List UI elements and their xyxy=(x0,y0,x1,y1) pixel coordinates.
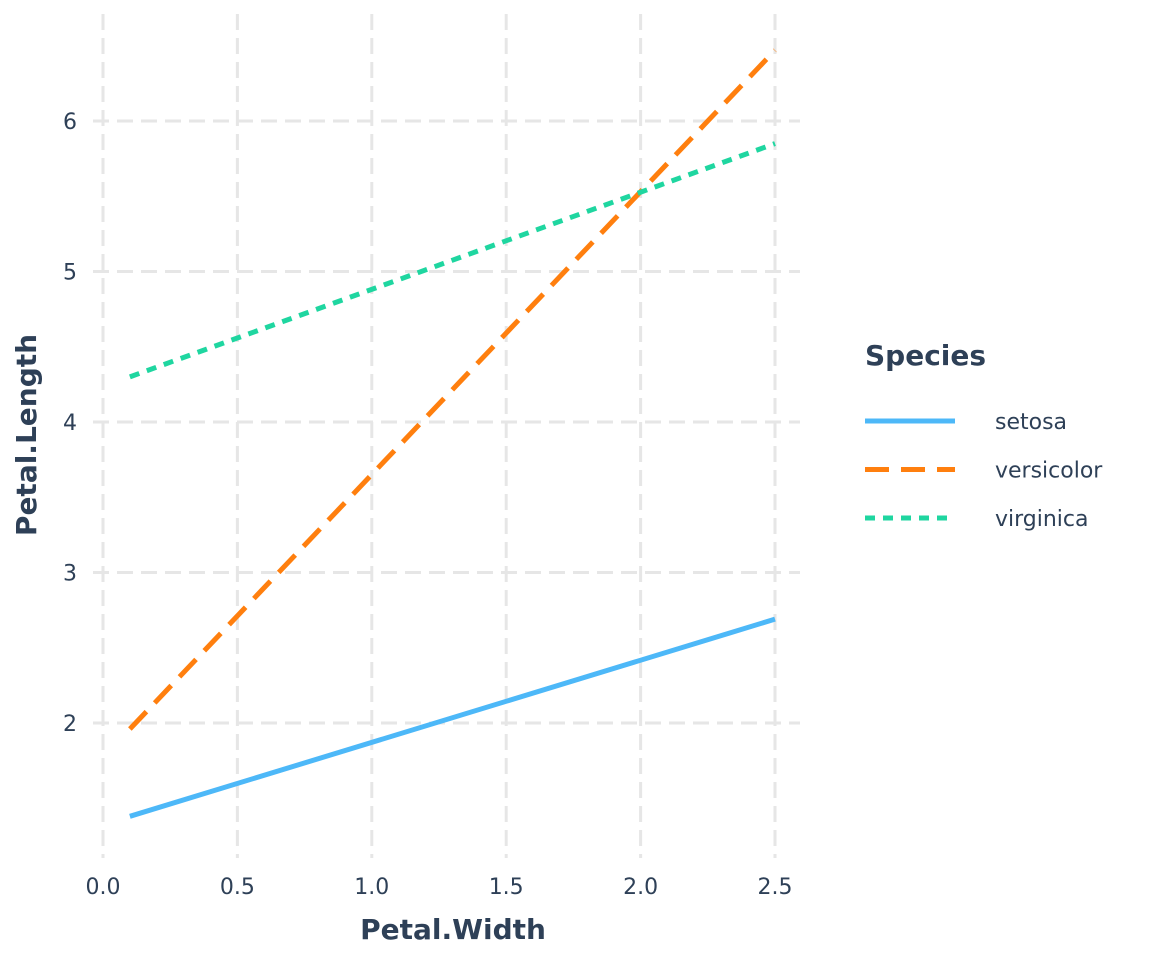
y-axis-title: Petal.Length xyxy=(10,334,43,536)
y-axis-ticks: 2 3 4 5 6 xyxy=(63,110,77,737)
y-tick-label: 6 xyxy=(63,110,77,135)
legend-items: setosa versicolor virginica xyxy=(865,410,1103,532)
grid xyxy=(93,14,800,858)
legend: Species setosa versicolor virginica xyxy=(865,339,1103,532)
y-tick-label: 5 xyxy=(63,261,77,286)
x-tick-label: 2.0 xyxy=(623,875,658,900)
y-tick-label: 3 xyxy=(63,562,77,587)
x-tick-label: 2.5 xyxy=(758,875,793,900)
y-tick-label: 2 xyxy=(63,712,77,737)
legend-item-versicolor: versicolor xyxy=(865,459,1103,484)
x-axis-ticks: 0.0 0.5 1.0 1.5 2.0 2.5 xyxy=(86,875,793,900)
legend-label: setosa xyxy=(995,410,1067,435)
legend-label: virginica xyxy=(995,507,1089,532)
series-line-virginica xyxy=(129,141,776,380)
series-lines xyxy=(128,48,777,819)
legend-item-virginica: virginica xyxy=(865,507,1089,532)
x-tick-label: 1.5 xyxy=(489,875,524,900)
series-line-setosa xyxy=(129,616,776,819)
x-tick-label: 1.0 xyxy=(354,875,389,900)
x-axis-title: Petal.Width xyxy=(360,913,546,946)
legend-item-setosa: setosa xyxy=(865,410,1067,435)
x-tick-label: 0.0 xyxy=(86,875,121,900)
y-tick-label: 4 xyxy=(63,411,77,436)
x-tick-label: 0.5 xyxy=(220,875,255,900)
legend-label: versicolor xyxy=(995,459,1103,484)
legend-title: Species xyxy=(865,339,986,372)
series-line-versicolor xyxy=(128,48,777,731)
